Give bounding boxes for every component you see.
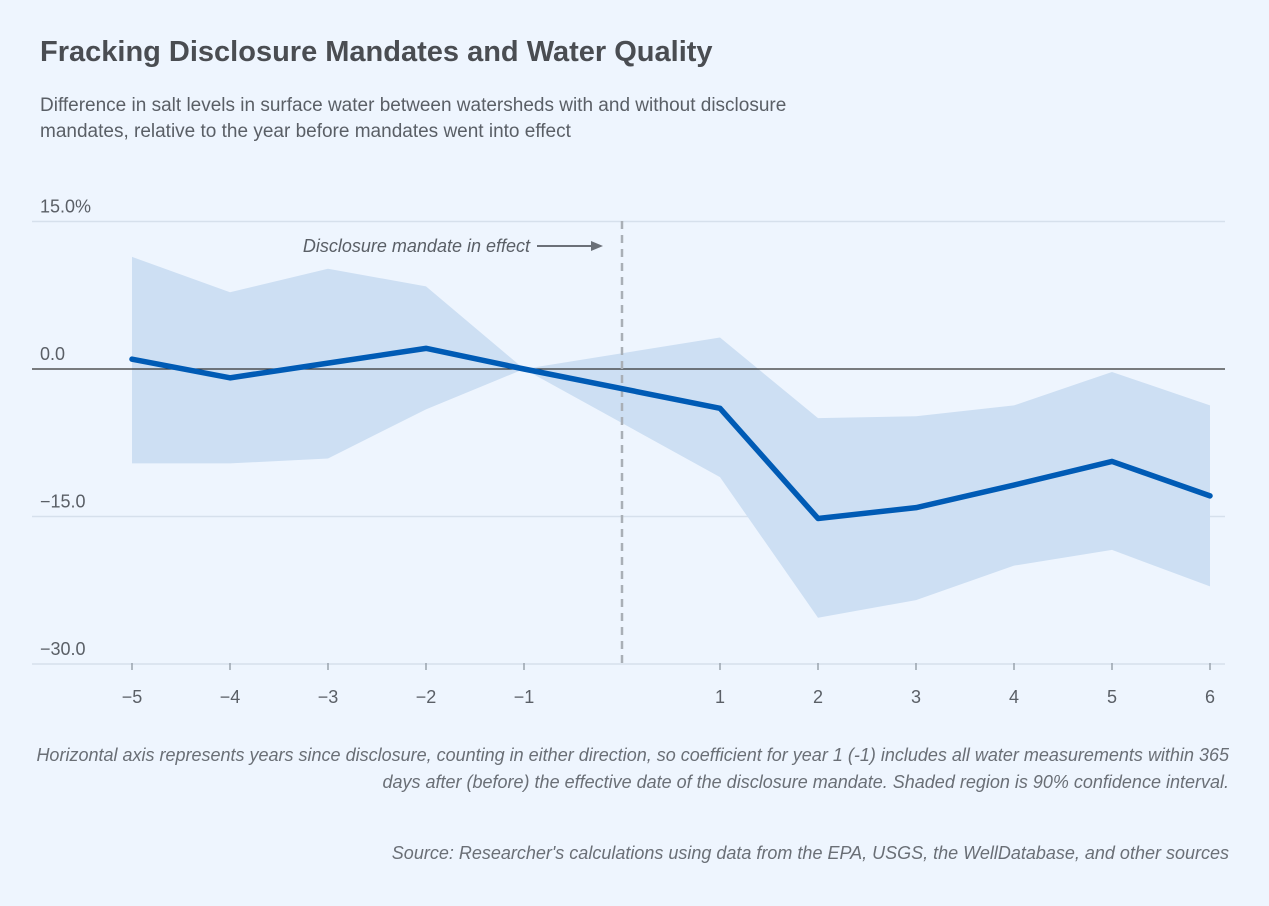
x-tick-label: 5 (1107, 687, 1117, 707)
chart-source: Source: Researcher's calculations using … (391, 843, 1229, 863)
series-line (129, 345, 1213, 522)
x-tick-label: −2 (416, 687, 437, 707)
y-tick-label: −15.0 (40, 492, 86, 512)
x-tick-label: −4 (220, 687, 241, 707)
x-tick-label: 4 (1009, 687, 1019, 707)
y-tick-label: −30.0 (40, 639, 86, 659)
x-tick-label: −1 (514, 687, 535, 707)
y-tick-label: 15.0% (40, 197, 91, 217)
x-tick-label: 6 (1205, 687, 1215, 707)
x-tick-label: 1 (715, 687, 725, 707)
x-tick-label: 3 (911, 687, 921, 707)
mandate-annotation: Disclosure mandate in effect (303, 236, 531, 256)
y-tick-label: 0.0 (40, 344, 65, 364)
chart-subtitle: Difference in salt levels in surface wat… (40, 95, 787, 142)
chart-note: Horizontal axis represents years since d… (36, 745, 1229, 792)
x-tick-label: −3 (318, 687, 339, 707)
x-tick-label: 2 (813, 687, 823, 707)
x-tick-label: −5 (122, 687, 143, 707)
confidence-band (132, 256, 1210, 618)
arrow-head (591, 241, 603, 251)
chart-title: Fracking Disclosure Mandates and Water Q… (40, 36, 713, 68)
arrow-icon (537, 241, 603, 251)
